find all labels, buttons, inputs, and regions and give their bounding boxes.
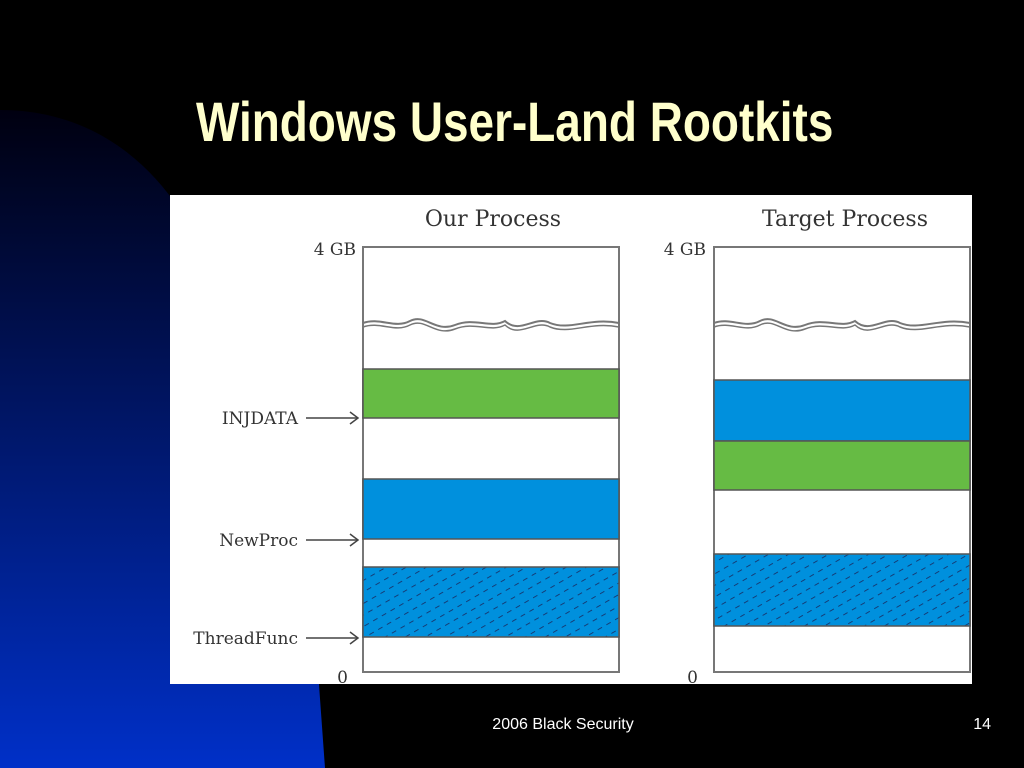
slide-title: Windows User-Land Rootkits xyxy=(196,90,834,153)
left-bottom-label: 0 xyxy=(337,668,348,684)
left-top-label: 4 GB xyxy=(314,240,356,260)
newproc-block xyxy=(362,478,620,540)
threadfunc-arrow xyxy=(306,631,360,645)
threadfunc-label: ThreadFunc xyxy=(193,629,298,649)
right-bottom-label: 0 xyxy=(687,668,698,684)
target-green-block xyxy=(713,440,971,491)
target-blue-block xyxy=(713,379,971,442)
threadfunc-block xyxy=(362,566,620,638)
page-number: 14 xyxy=(973,716,991,733)
injdata-arrow xyxy=(306,411,360,425)
left-break-line xyxy=(362,318,620,328)
target-hatched-block xyxy=(713,553,971,627)
injdata-label: INJDATA xyxy=(222,409,299,429)
newproc-arrow xyxy=(306,533,360,547)
right-top-label: 4 GB xyxy=(664,240,706,260)
right-break-line xyxy=(713,318,971,328)
newproc-label: NewProc xyxy=(219,531,298,551)
our-process-title: Our Process xyxy=(425,207,561,232)
injdata-block xyxy=(362,368,620,419)
memory-layout-diagram: Our Process 4 GB 0 INJDATA NewProc Threa… xyxy=(170,195,972,684)
target-process-title: Target Process xyxy=(762,207,928,232)
footer-text: 2006 Black Security xyxy=(492,716,634,733)
